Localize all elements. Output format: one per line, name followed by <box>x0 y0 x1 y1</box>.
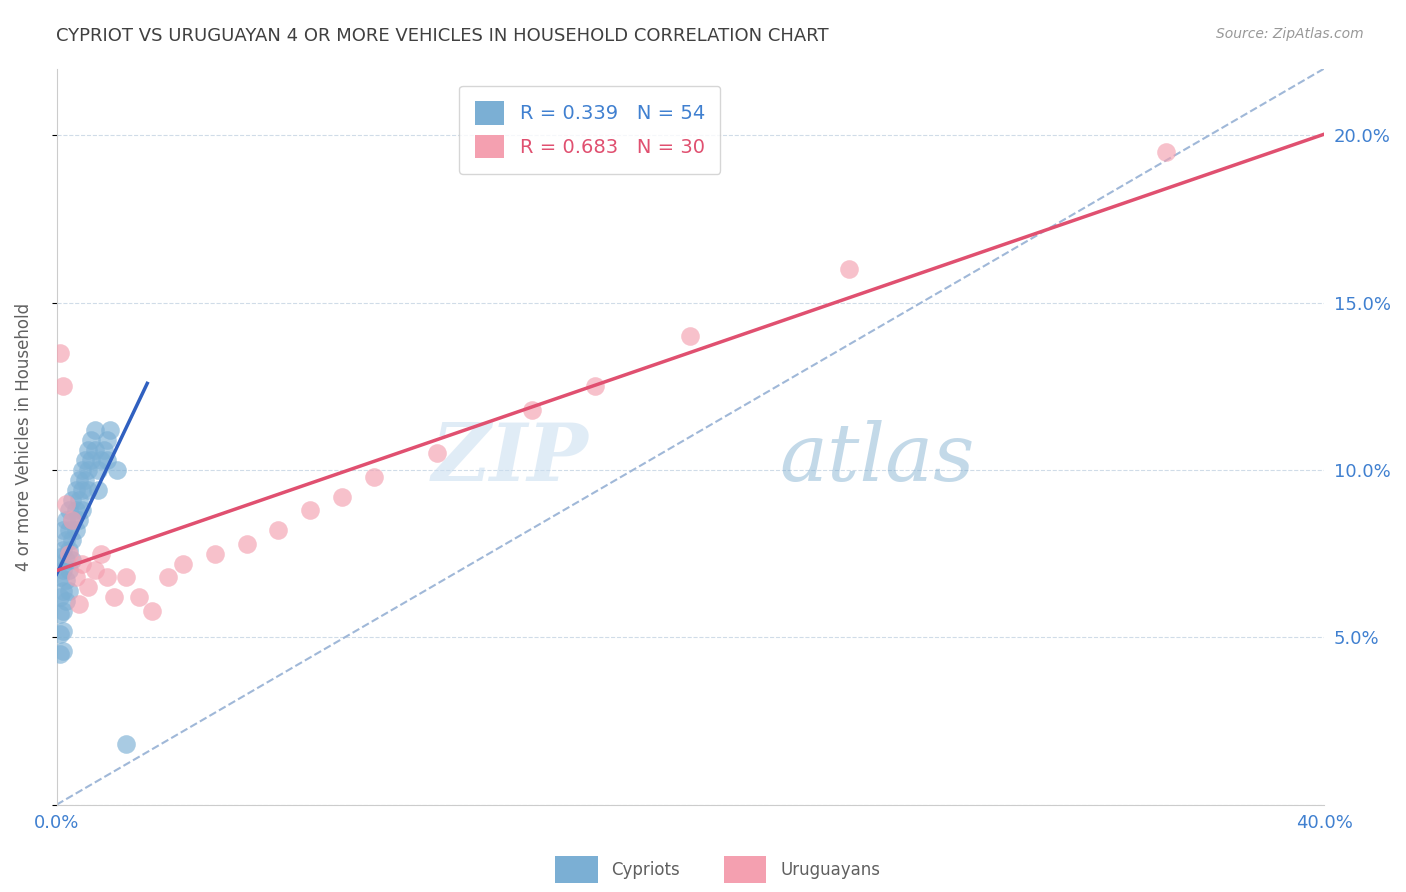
Point <box>115 570 138 584</box>
Point <box>62 513 84 527</box>
Point <box>58 523 80 537</box>
Point <box>55 513 77 527</box>
Point <box>520 402 543 417</box>
Text: Uruguayans: Uruguayans <box>780 861 880 879</box>
Point <box>75 473 97 487</box>
Point <box>87 483 110 497</box>
Point <box>55 553 77 567</box>
Point <box>70 503 93 517</box>
Point <box>70 557 93 571</box>
Point <box>156 570 179 584</box>
Point <box>87 463 110 477</box>
Point <box>204 547 226 561</box>
Point <box>58 503 80 517</box>
Text: Source: ZipAtlas.com: Source: ZipAtlas.com <box>1216 27 1364 41</box>
Point <box>83 564 105 578</box>
Point <box>330 490 353 504</box>
Point <box>52 644 75 658</box>
Point <box>67 473 90 487</box>
Point <box>80 433 103 447</box>
Point <box>90 453 112 467</box>
Point <box>52 564 75 578</box>
Point <box>70 483 93 497</box>
Point <box>52 583 75 598</box>
Point <box>58 543 80 558</box>
Point <box>267 523 290 537</box>
Point <box>67 513 90 527</box>
Point <box>65 523 87 537</box>
Point <box>90 547 112 561</box>
Point <box>49 607 72 621</box>
Point <box>103 591 125 605</box>
Point <box>52 379 75 393</box>
Point <box>55 496 77 510</box>
Point <box>58 564 80 578</box>
Point <box>583 379 606 393</box>
Point <box>52 543 75 558</box>
Point <box>105 463 128 477</box>
Point <box>93 442 115 457</box>
Point <box>426 446 449 460</box>
Point <box>80 453 103 467</box>
Point <box>49 346 72 360</box>
Point <box>62 493 84 508</box>
Point <box>96 433 118 447</box>
Point <box>62 513 84 527</box>
Point <box>299 503 322 517</box>
Point <box>115 738 138 752</box>
Point <box>838 262 860 277</box>
Point <box>363 469 385 483</box>
Point <box>172 557 194 571</box>
Point <box>65 503 87 517</box>
Point <box>49 591 72 605</box>
Point <box>65 570 87 584</box>
Point <box>58 547 80 561</box>
Point <box>77 580 100 594</box>
Point <box>52 624 75 638</box>
Y-axis label: 4 or more Vehicles in Household: 4 or more Vehicles in Household <box>15 302 32 571</box>
Point <box>1154 145 1177 160</box>
Point <box>83 442 105 457</box>
Point <box>75 453 97 467</box>
Point <box>236 537 259 551</box>
Point <box>96 453 118 467</box>
Point <box>52 523 75 537</box>
Text: CYPRIOT VS URUGUAYAN 4 OR MORE VEHICLES IN HOUSEHOLD CORRELATION CHART: CYPRIOT VS URUGUAYAN 4 OR MORE VEHICLES … <box>56 27 830 45</box>
Point <box>62 553 84 567</box>
Point <box>49 627 72 641</box>
Point <box>67 493 90 508</box>
Point <box>55 574 77 588</box>
Point <box>128 591 150 605</box>
Point <box>55 533 77 548</box>
Point <box>679 329 702 343</box>
Text: ZIP: ZIP <box>432 420 589 498</box>
Point <box>77 483 100 497</box>
Point <box>65 483 87 497</box>
Point <box>67 597 90 611</box>
Text: Cypriots: Cypriots <box>612 861 681 879</box>
Point <box>77 442 100 457</box>
Point <box>100 423 122 437</box>
Point <box>62 533 84 548</box>
Point <box>70 463 93 477</box>
Point <box>49 550 72 565</box>
Legend: R = 0.339   N = 54, R = 0.683   N = 30: R = 0.339 N = 54, R = 0.683 N = 30 <box>460 86 720 174</box>
Point <box>49 647 72 661</box>
Point <box>52 604 75 618</box>
Point <box>55 593 77 607</box>
Point <box>83 423 105 437</box>
Point <box>58 583 80 598</box>
Point <box>141 604 163 618</box>
Point <box>96 570 118 584</box>
Point <box>77 463 100 477</box>
Point <box>49 570 72 584</box>
Text: atlas: atlas <box>779 420 974 498</box>
